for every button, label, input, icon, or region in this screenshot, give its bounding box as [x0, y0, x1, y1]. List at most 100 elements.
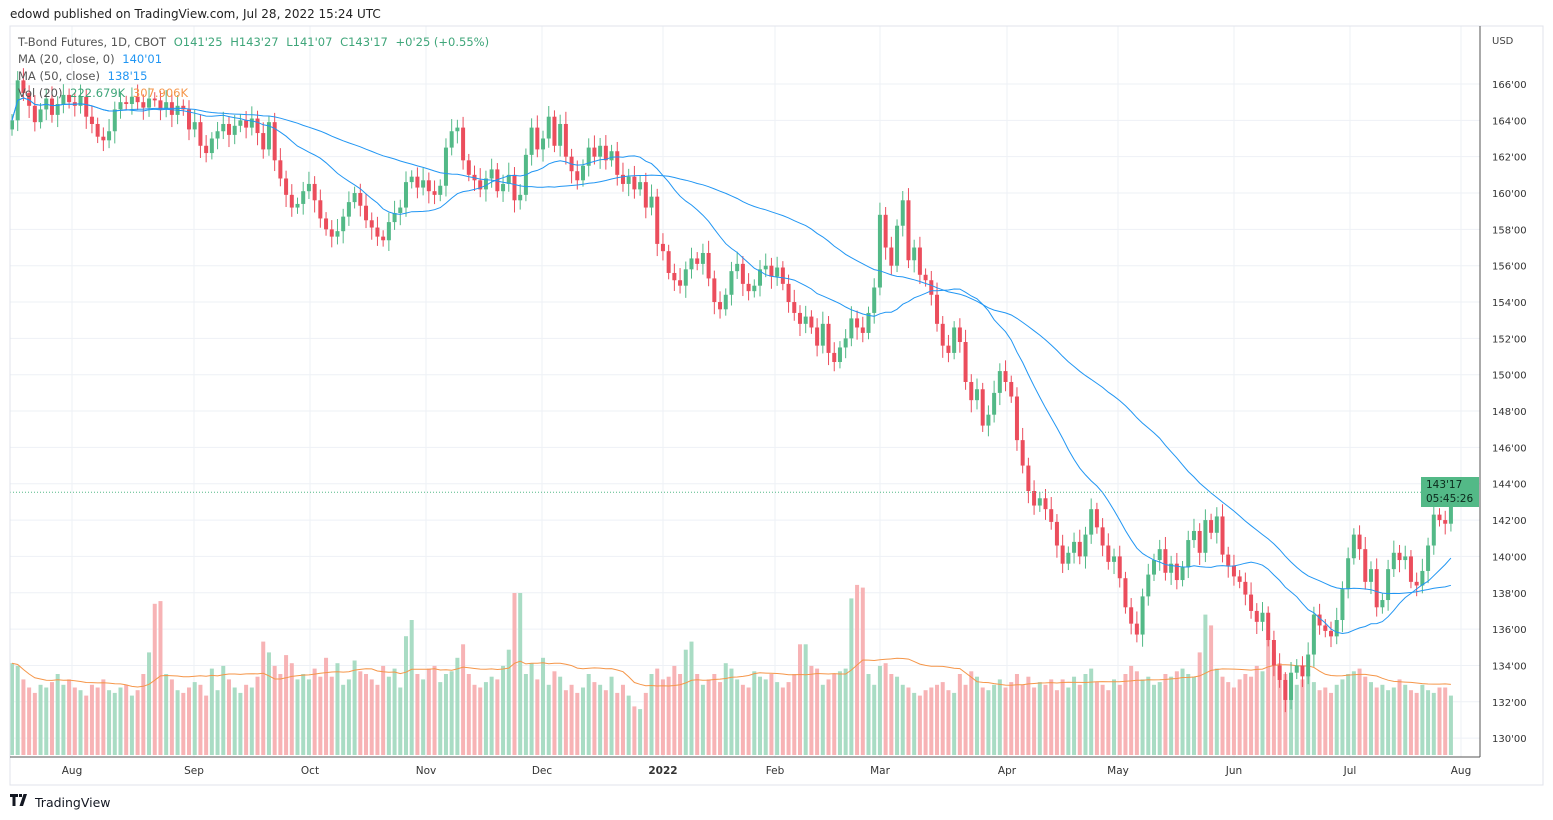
- x-tick-label: Jun: [1225, 765, 1242, 777]
- candle: [695, 258, 700, 264]
- candle: [940, 323, 945, 346]
- volume-bar: [1437, 687, 1442, 755]
- candle: [666, 251, 671, 273]
- candle: [969, 381, 974, 401]
- volume-bar: [1271, 652, 1276, 755]
- volume-bar: [518, 593, 523, 755]
- time-axis[interactable]: Aug Sep Oct Nov Dec 2022 Feb Mar Apr May Jun Jul Aug: [62, 765, 1472, 777]
- volume-bar: [740, 684, 745, 755]
- volume-bar: [1060, 679, 1065, 755]
- grid: [10, 26, 1480, 757]
- candle: [1020, 440, 1025, 466]
- candle: [1380, 600, 1385, 608]
- candle: [592, 147, 597, 157]
- volume-bar: [221, 665, 226, 755]
- candles: [10, 68, 1453, 713]
- candle: [1351, 534, 1356, 559]
- candle: [1100, 527, 1105, 546]
- volume-bar: [1020, 684, 1025, 755]
- candle: [843, 338, 848, 348]
- volume-bar: [535, 679, 540, 755]
- volume-bar: [1066, 687, 1071, 755]
- candle: [923, 274, 928, 281]
- volume-bar: [575, 692, 580, 755]
- volume-bar: [877, 665, 882, 755]
- volume-bar: [67, 679, 72, 755]
- volume-legend[interactable]: Vol (20) 222.679K 307.906K: [18, 86, 192, 100]
- volume-bar: [541, 657, 546, 755]
- candle: [324, 218, 329, 230]
- volume-bar: [723, 663, 728, 755]
- volume-bar: [769, 674, 774, 755]
- x-tick-label: 2022: [648, 765, 677, 777]
- volume-bar: [1226, 682, 1231, 755]
- candle: [1397, 552, 1402, 561]
- candle: [364, 205, 369, 221]
- candle: [483, 178, 488, 190]
- volume-bar: [403, 636, 408, 755]
- candle: [1191, 530, 1196, 541]
- candle: [974, 389, 979, 401]
- candle: [38, 109, 43, 123]
- volume-bar: [1357, 668, 1362, 755]
- candle: [232, 125, 237, 135]
- volume-bar: [398, 687, 403, 755]
- candle: [461, 127, 466, 161]
- volume-bar: [786, 682, 791, 755]
- candle: [957, 327, 962, 343]
- candle: [89, 116, 94, 124]
- volume-bar: [1306, 674, 1311, 755]
- candle: [1426, 545, 1431, 571]
- candle: [552, 116, 557, 146]
- candle: [244, 120, 249, 128]
- volume-bar: [438, 682, 443, 755]
- volume-bar: [95, 687, 100, 755]
- volume-bar: [997, 679, 1002, 755]
- candle: [929, 280, 934, 295]
- volume-bar: [15, 665, 20, 755]
- footer-brand[interactable]: TradingView: [10, 794, 111, 810]
- candle: [164, 102, 169, 110]
- candle: [1260, 612, 1265, 622]
- volume-bar: [1037, 682, 1042, 755]
- candle: [815, 327, 820, 346]
- candle: [963, 342, 968, 382]
- candle: [352, 193, 357, 203]
- volume-bar: [1169, 676, 1174, 755]
- candle: [398, 207, 403, 214]
- volume-bar: [495, 679, 500, 755]
- candle: [655, 196, 660, 244]
- ma20-legend[interactable]: MA (20, close, 0) 140'01: [18, 52, 166, 66]
- volume-bar: [946, 690, 951, 755]
- volume-bar: [1243, 674, 1248, 755]
- candle: [803, 316, 808, 324]
- volume-bar: [1197, 652, 1202, 755]
- candle: [866, 312, 871, 333]
- candle: [181, 105, 186, 110]
- candle: [917, 247, 922, 275]
- volume-bar: [1203, 614, 1208, 755]
- price-axis[interactable]: 130'00 132'00 134'00 136'00 138'00 140'00 142'…: [1492, 80, 1527, 745]
- volume-bar: [666, 676, 671, 755]
- volume-bar: [615, 692, 620, 755]
- ma50-legend[interactable]: MA (50, close) 138'15: [18, 69, 151, 83]
- candle: [1283, 679, 1288, 700]
- candle: [1094, 509, 1099, 528]
- candle: [1174, 563, 1179, 581]
- volume-bar: [569, 684, 574, 755]
- volume-bar: [158, 601, 163, 755]
- tradingview-logo-icon: [10, 794, 30, 810]
- volume-bar: [1003, 687, 1008, 755]
- volume-bar: [1026, 676, 1031, 755]
- volume-bar: [620, 684, 625, 755]
- volume-bar: [1157, 682, 1162, 755]
- volume-bar: [118, 687, 123, 755]
- volume-bar: [695, 674, 700, 755]
- x-tick-label: Dec: [532, 765, 553, 777]
- volume-bar: [1351, 671, 1356, 755]
- volume-bar: [369, 679, 374, 755]
- candle: [358, 193, 363, 206]
- candle: [718, 302, 723, 310]
- candle: [1060, 545, 1065, 564]
